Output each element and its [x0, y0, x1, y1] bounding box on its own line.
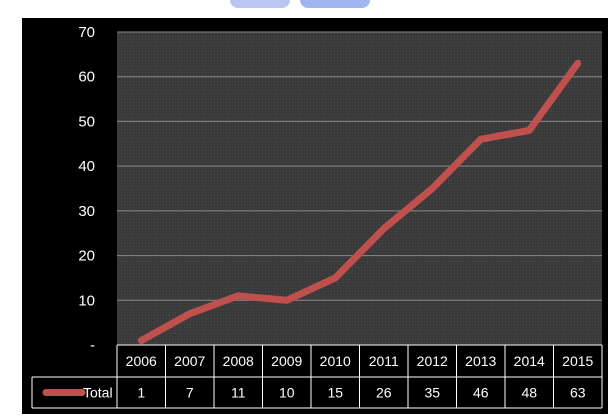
- table-value-cell: 46: [473, 385, 489, 401]
- table-value-cell: 15: [327, 385, 343, 401]
- data-point: [382, 227, 386, 231]
- table-value-cell: 11: [231, 385, 246, 401]
- x-category-label: 2013: [465, 353, 496, 369]
- x-category-label: 2010: [320, 353, 351, 369]
- table-value-cell: 1: [137, 385, 145, 401]
- data-point: [333, 276, 337, 280]
- y-tick-label: 30: [78, 203, 95, 220]
- x-category-label: 2012: [417, 353, 448, 369]
- table-value-cell: 10: [279, 385, 295, 401]
- y-tick-label: 50: [78, 113, 95, 130]
- line-chart: - 10 20 30 40 50 60 70 2006 2007 2008 2009 2010 2011…: [31, 24, 603, 409]
- table-value-cell: 48: [521, 385, 537, 401]
- series-line-total: [137, 59, 582, 345]
- data-point: [236, 294, 240, 298]
- table-value-cell: 63: [570, 385, 586, 401]
- table-value-cell: 35: [424, 385, 440, 401]
- legend-label-total: Total: [83, 385, 113, 401]
- y-tick-label: -: [90, 337, 95, 354]
- chart-frame: - 10 20 30 40 50 60 70 2006 2007 2008 2009 2010 2011…: [22, 18, 608, 414]
- x-category-label: 2014: [514, 353, 545, 369]
- x-category-label: 2009: [271, 353, 302, 369]
- data-point: [188, 312, 192, 316]
- y-tick-label: 70: [78, 24, 95, 41]
- y-tick-label: 40: [78, 158, 95, 175]
- y-tick-label: 10: [78, 292, 95, 309]
- x-category-label: 2011: [369, 353, 399, 369]
- data-point: [285, 298, 289, 302]
- y-tick-label: 20: [78, 248, 95, 265]
- data-point: [139, 339, 143, 343]
- table-value-cell: 7: [186, 385, 194, 401]
- data-point: [576, 61, 580, 65]
- x-category-label: 2015: [562, 353, 593, 369]
- plot-area: [117, 32, 602, 345]
- data-point: [527, 128, 531, 132]
- x-category-label: 2008: [223, 353, 254, 369]
- data-point: [430, 187, 434, 190]
- x-category-label: 2007: [174, 353, 205, 369]
- top-decoration-right: [300, 0, 370, 8]
- y-tick-label: 60: [78, 69, 95, 86]
- top-decoration-left: [230, 0, 290, 8]
- data-point: [479, 137, 483, 141]
- x-category-label: 2006: [126, 353, 157, 369]
- table-value-cell: 26: [376, 385, 392, 401]
